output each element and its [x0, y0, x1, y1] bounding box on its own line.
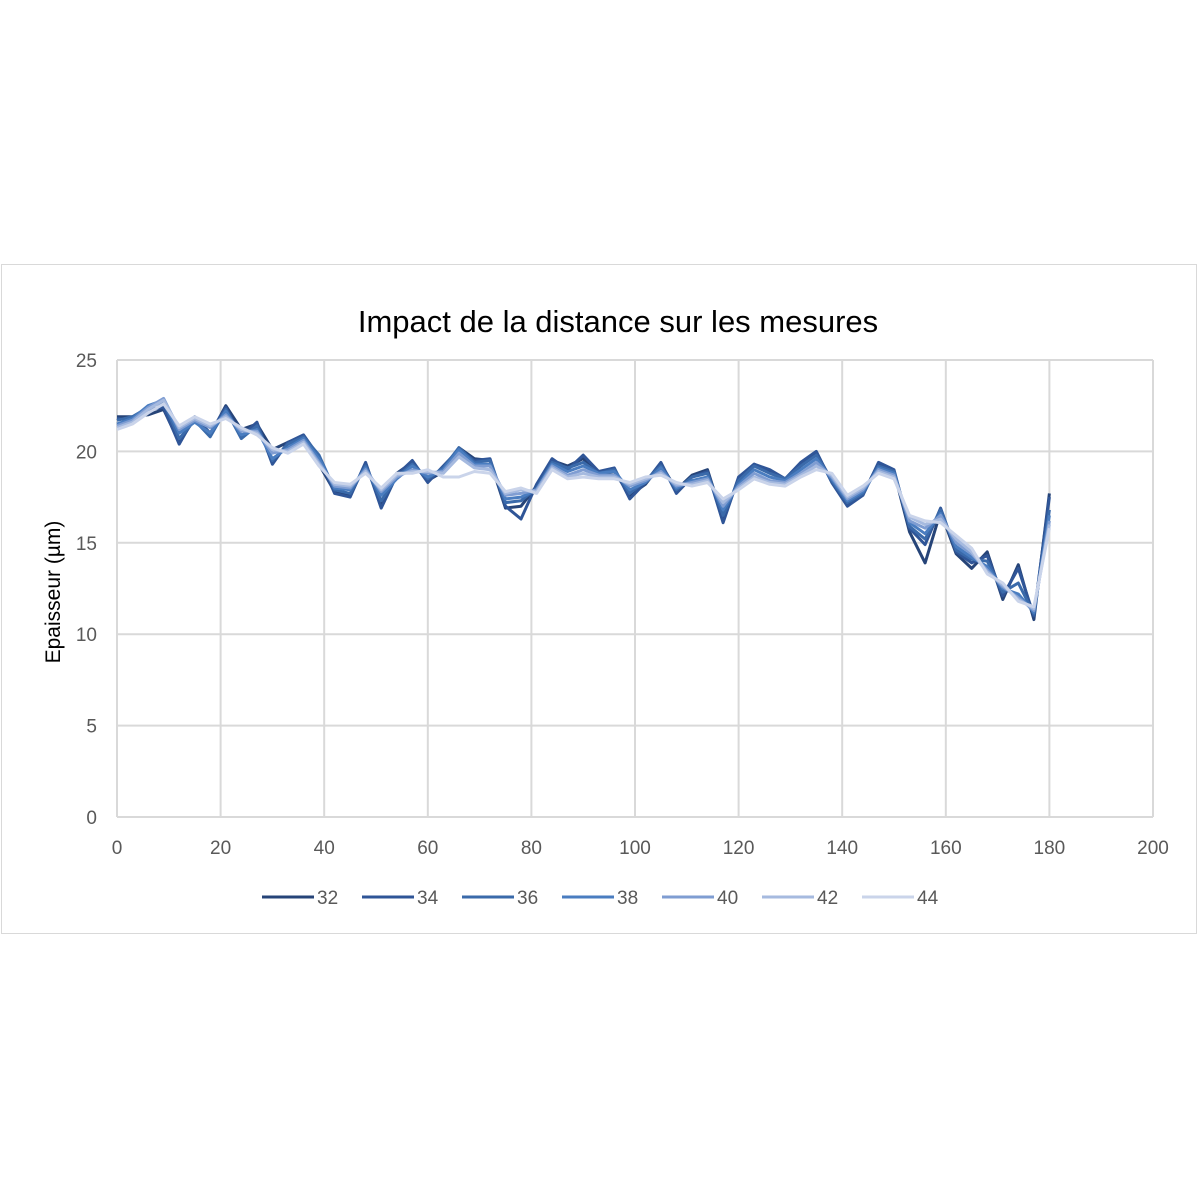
x-tick-label: 0	[112, 838, 123, 859]
y-tick-label: 15	[76, 534, 97, 555]
y-tick-label: 25	[76, 351, 97, 372]
y-axis-label: Epaisseur (µm)	[42, 521, 65, 664]
y-tick-label: 10	[76, 625, 97, 646]
series-line-42	[116, 398, 1051, 611]
series-line-36	[116, 400, 1051, 616]
series-line-44	[116, 402, 1051, 609]
series-line-38	[116, 398, 1051, 614]
x-tick-label: 20	[210, 838, 231, 859]
x-tick-label: 160	[930, 838, 962, 859]
legend-label-34: 34	[417, 888, 439, 909]
tick-labels: 0 5 10 15 20 25 0 20 40 60 80 100 120 140 160 180 200	[76, 351, 1169, 859]
legend-label-44: 44	[917, 888, 939, 909]
series-line-40	[116, 396, 1051, 612]
legend-label-42: 42	[817, 888, 838, 909]
y-tick-label: 20	[76, 442, 97, 463]
x-tick-label: 140	[826, 838, 858, 859]
legend-label-32: 32	[317, 888, 338, 909]
x-tick-label: 180	[1034, 838, 1066, 859]
series-line-34	[116, 406, 1051, 618]
x-tick-label: 200	[1137, 838, 1169, 859]
legend-label-38: 38	[617, 888, 638, 909]
chart-title: Impact de la distance sur les mesures	[358, 304, 878, 339]
legend: 32 34 36 38 40 42 44	[262, 888, 939, 909]
y-tick-label: 0	[86, 808, 97, 829]
x-tick-label: 80	[521, 838, 542, 859]
gridlines	[116, 359, 1154, 818]
chart-frame	[1, 264, 1197, 934]
x-tick-label: 100	[619, 838, 651, 859]
x-tick-label: 120	[723, 838, 755, 859]
x-tick-label: 60	[417, 838, 438, 859]
series-lines	[116, 396, 1051, 622]
legend-label-40: 40	[717, 888, 738, 909]
x-tick-label: 40	[314, 838, 335, 859]
legend-label-36: 36	[517, 888, 538, 909]
y-tick-label: 5	[86, 717, 97, 738]
